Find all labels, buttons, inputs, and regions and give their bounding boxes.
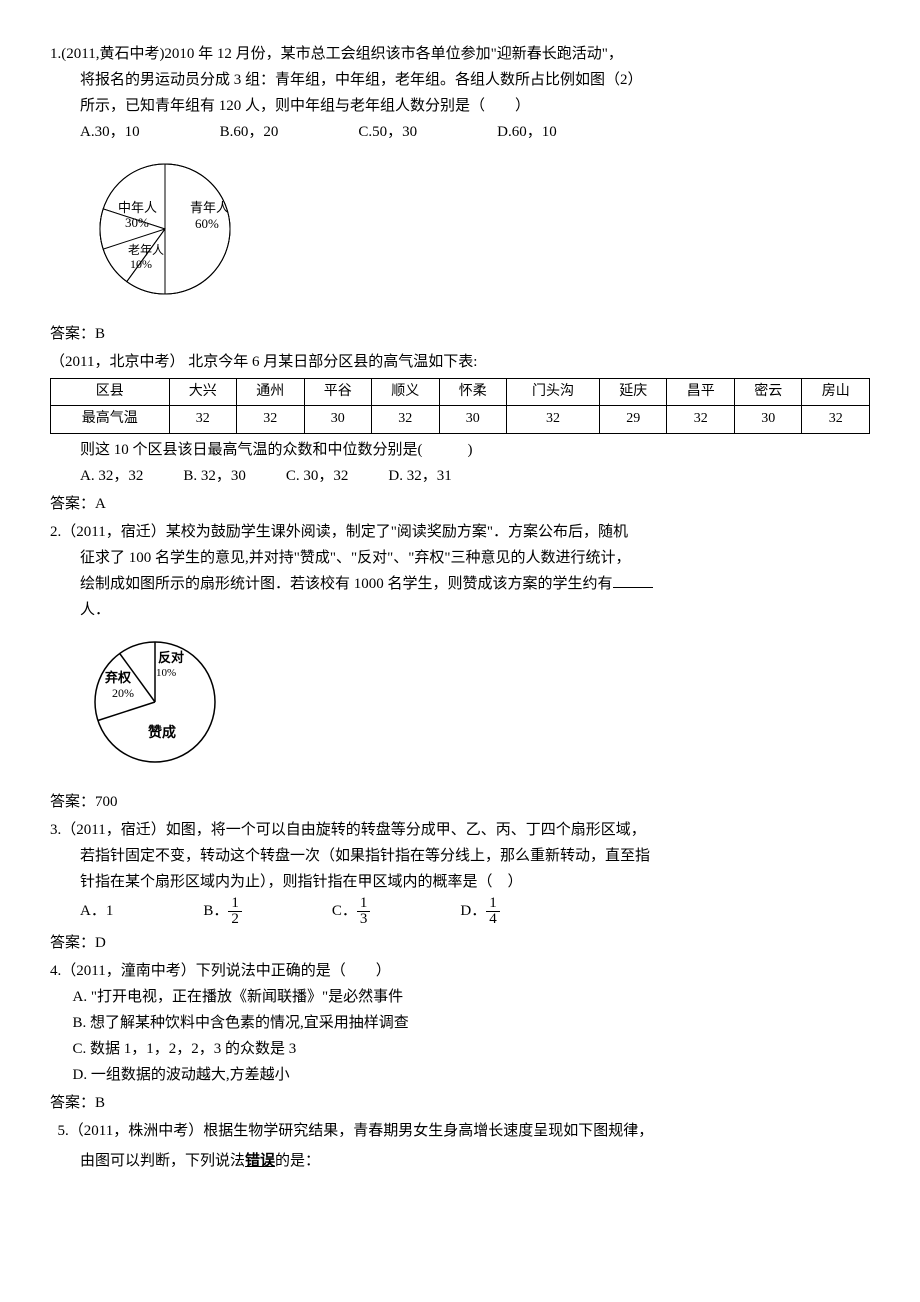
q1-optA: A.30，10 [80,120,140,144]
q5-l2-pre: 由图可以判断，下列说法 [80,1153,245,1169]
q1-answer: 答案：B [50,322,870,346]
q4-b: B. 想了解某种饮料中含色素的情况,宜采用抽样调查 [50,1011,870,1035]
q4-a: A. "打开电视，正在播放《新闻联播》"是必然事件 [50,985,870,1009]
svg-text:老年人: 老年人 [128,243,164,257]
q4-d: D. 一组数据的波动越大,方差越小 [50,1063,870,1087]
q3-l3: 针指在某个扇形区域内为止），则指针指在甲区域内的概率是（ ） [50,870,870,894]
q4-answer: 答案：B [50,1091,870,1115]
q1-line3: 所示，已知青年组有 120 人，则中年组与老年组人数分别是（ ） [50,94,870,118]
svg-text:弃权: 弃权 [105,670,132,685]
q2-l1: 2.（2011，宿迁）某校为鼓励学生课外阅读，制定了"阅读奖励方案"．方案公布后… [50,520,870,544]
beijing-q: 则这 10 个区县该日最高气温的众数和中位数分别是( ) [50,438,870,462]
beijing-intro: （2011，北京中考） 北京今年 6 月某日部分区县的高气温如下表: [50,350,870,374]
q2-l3-text: 绘制成如图所示的扇形统计图．若该校有 1000 名学生，则赞成该方案的学生约有 [80,576,613,592]
svg-text:20%: 20% [112,686,134,700]
q3-l2: 若指针固定不变，转动这个转盘一次（如果指针指在等分线上，那么重新转动，直至指 [50,844,870,868]
q3-optB: B．12 [203,896,242,927]
q3-optA: A．1 [80,899,113,923]
svg-text:60%: 60% [195,216,219,231]
q1-options: A.30，10 B.60，20 C.50，30 D.60，10 [50,120,870,144]
q5-l2-bold: 错误 [245,1153,275,1169]
q2-answer: 答案：700 [50,790,870,814]
q1-line2: 将报名的男运动员分成 3 组：青年组，中年组，老年组。各组人数所占比例如图（2） [50,68,870,92]
q3-l1: 3.（2011，宿迁）如图，将一个可以自由旋转的转盘等分成甲、乙、丙、丁四个扇形… [50,818,870,842]
svg-text:反对: 反对 [158,650,184,665]
q1-pie: 青年人 60% 中年人 30% 老年人 10% [80,154,870,312]
q5-l2: 由图可以判断，下列说法错误的是： [50,1145,870,1178]
q4-c: C. 数据 1，1，2，2，3 的众数是 3 [50,1037,870,1061]
q2-l3: 绘制成如图所示的扇形统计图．若该校有 1000 名学生，则赞成该方案的学生约有 [50,572,870,596]
q3-options: A．1 B．12 C．13 D．14 [50,896,870,927]
q4-l1: 4.（2011，潼南中考）下列说法中正确的是（ ） [50,959,870,983]
bj-optB: B. 32，30 [183,464,246,488]
temp-table: 区县大兴通州平谷顺义怀柔门头沟延庆昌平密云房山 最高气温323230323032… [50,378,870,434]
svg-text:10%: 10% [156,667,176,679]
bj-optC: C. 30，32 [286,464,349,488]
beijing-options: A. 32，32 B. 32，30 C. 30，32 D. 32，31 [50,464,870,488]
bj-optA: A. 32，32 [80,464,143,488]
svg-text:30%: 30% [125,215,149,230]
q2-l4: 人． [50,598,870,622]
q2-blank [613,587,653,588]
bj-optD: D. 32，31 [388,464,451,488]
svg-text:10%: 10% [130,257,152,271]
q2-pie: 反对 10% 弃权 20% 赞成 [80,632,870,780]
svg-text:中年人: 中年人 [118,200,157,215]
q3-optC: C．13 [332,896,371,927]
q5-l2-post: 的是： [275,1153,320,1169]
q3-optD: D．14 [460,896,499,927]
svg-text:赞成: 赞成 [147,724,176,741]
q5-l1: 5.（2011，株洲中考）根据生物学研究结果，青春期男女生身高增长速度呈现如下图… [50,1119,870,1143]
q2-l2: 征求了 100 名学生的意见,并对持"赞成"、"反对"、"弃权"三种意见的人数进… [50,546,870,570]
q1-line1: 1.(2011,黄石中考)2010 年 12 月份，某市总工会组织该市各单位参加… [50,42,870,66]
q3-answer: 答案：D [50,931,870,955]
q1-optC: C.50，30 [358,120,417,144]
svg-text:青年人: 青年人 [190,200,229,215]
q1-optD: D.60，10 [497,120,557,144]
q1-optB: B.60，20 [220,120,279,144]
beijing-answer: 答案：A [50,492,870,516]
